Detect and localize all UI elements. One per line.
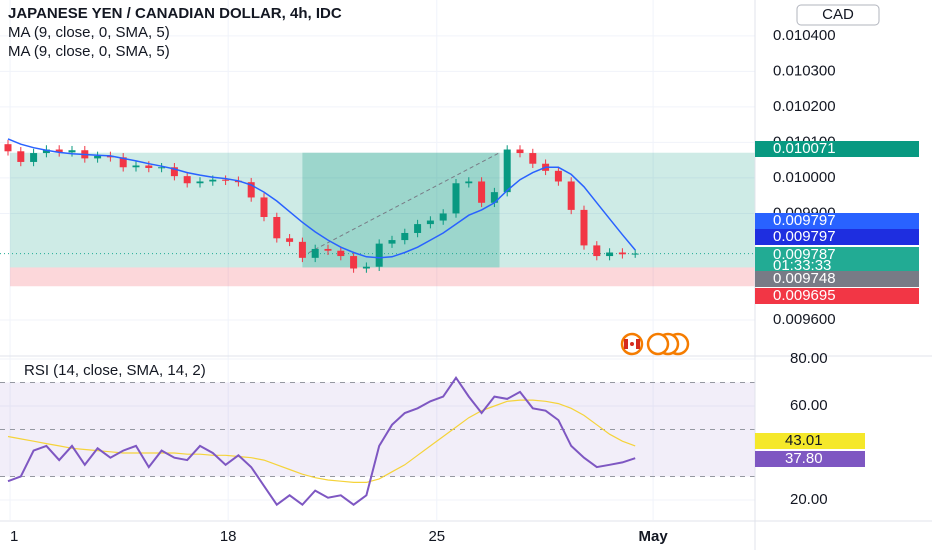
candle-body — [260, 197, 268, 217]
plot — [0, 138, 755, 507]
rsi-line — [7, 376, 636, 507]
candle-body — [567, 181, 575, 210]
candle-body — [580, 209, 588, 246]
candle-body — [94, 155, 102, 159]
candle-body — [286, 238, 294, 242]
candle-body — [503, 149, 511, 193]
candle-body — [30, 153, 38, 162]
stop-zone — [10, 267, 755, 287]
rsi-label-box — [755, 433, 865, 449]
price-label: 0.009695 — [773, 287, 836, 304]
candle-body — [42, 149, 50, 154]
candle-body — [311, 248, 319, 258]
candle-body — [478, 181, 486, 203]
candle-body — [362, 266, 370, 269]
rsi-legend: RSI (14, close, SMA, 14, 2) — [24, 362, 206, 379]
candle-body — [209, 179, 217, 182]
candle-body — [17, 151, 25, 162]
rsi-ma-line — [7, 399, 636, 483]
candle-body — [4, 144, 12, 152]
candle-body — [631, 253, 639, 255]
candle-body — [170, 167, 178, 177]
price-label-box — [755, 229, 919, 245]
rsi-label: 43.01 — [785, 432, 823, 449]
y-tick-label: 0.009600 — [773, 311, 836, 328]
candle-body — [618, 252, 626, 255]
price-label: 0.009787 — [773, 246, 836, 263]
candle-body — [183, 176, 191, 184]
price-label: 0.009748 — [773, 270, 836, 287]
indicator-legend: MA (9, close, 0, SMA, 5) — [8, 43, 170, 60]
candle-body — [516, 149, 524, 154]
rsi-label-box — [755, 451, 865, 467]
candle-body — [401, 232, 409, 241]
candle-body — [158, 167, 166, 169]
candle-body — [222, 179, 230, 181]
price-label: 0.009797 — [773, 212, 836, 229]
candle-body — [324, 248, 332, 251]
candle-body — [196, 181, 204, 184]
candle-body — [426, 220, 434, 225]
candle-body — [68, 150, 76, 153]
candle-body — [132, 165, 140, 168]
candle-body — [273, 216, 281, 239]
labels: 11825May0.0104000.0103000.0102000.010100… — [10, 27, 919, 545]
ma-line — [7, 138, 636, 259]
x-tick-label: 25 — [428, 528, 445, 545]
candle-body — [145, 165, 153, 168]
candle-body — [298, 241, 306, 258]
y-tick-label: 60.00 — [790, 397, 828, 414]
trade-zone — [302, 152, 500, 268]
candle-body — [452, 183, 460, 214]
candle-body — [606, 252, 614, 257]
x-tick-label: 18 — [220, 528, 237, 545]
flag — [630, 342, 634, 346]
candle-body — [55, 149, 63, 153]
x-tick-label: May — [639, 528, 669, 545]
candle-body — [529, 153, 537, 164]
candle-body — [414, 224, 422, 233]
candle-body — [247, 182, 255, 198]
candle-body — [388, 240, 396, 244]
candle-body — [375, 243, 383, 267]
price-label-box — [755, 288, 919, 304]
countdown: 01:33:33 — [773, 257, 831, 274]
event-icons[interactable] — [620, 332, 690, 356]
candle-body — [490, 192, 498, 203]
currency-button[interactable] — [796, 4, 880, 26]
candle-body — [593, 245, 601, 257]
candle-body — [350, 256, 358, 269]
candle-body — [554, 170, 562, 182]
event-icon[interactable] — [646, 332, 670, 356]
currency-label[interactable]: CAD — [822, 6, 854, 23]
rsi-label: 37.80 — [785, 450, 823, 467]
candle-body — [337, 250, 345, 257]
y-tick-label: 80.00 — [790, 350, 828, 367]
y-tick-label: 0.010300 — [773, 62, 836, 79]
x-tick-label: 1 — [10, 528, 18, 545]
price-label-box — [755, 271, 919, 287]
candle-body — [119, 157, 127, 168]
chart-title: JAPANESE YEN / CANADIAN DOLLAR, 4h, IDC — [8, 5, 342, 22]
y-tick-label: 0.010400 — [773, 27, 836, 44]
indicator-legend: MA (9, close, 0, SMA, 5) — [8, 24, 170, 41]
y-tick-label: 0.010000 — [773, 169, 836, 186]
price-label: 0.010071 — [773, 140, 836, 157]
y-tick-label: 20.00 — [790, 491, 828, 508]
price-label-box — [755, 213, 919, 229]
y-tick-label: 0.010200 — [773, 98, 836, 115]
price-label-box — [755, 141, 919, 157]
grid — [0, 0, 755, 520]
candle-body — [439, 213, 447, 221]
candle-body — [465, 181, 473, 184]
price-label: 0.009797 — [773, 228, 836, 245]
trade-path — [302, 152, 500, 257]
